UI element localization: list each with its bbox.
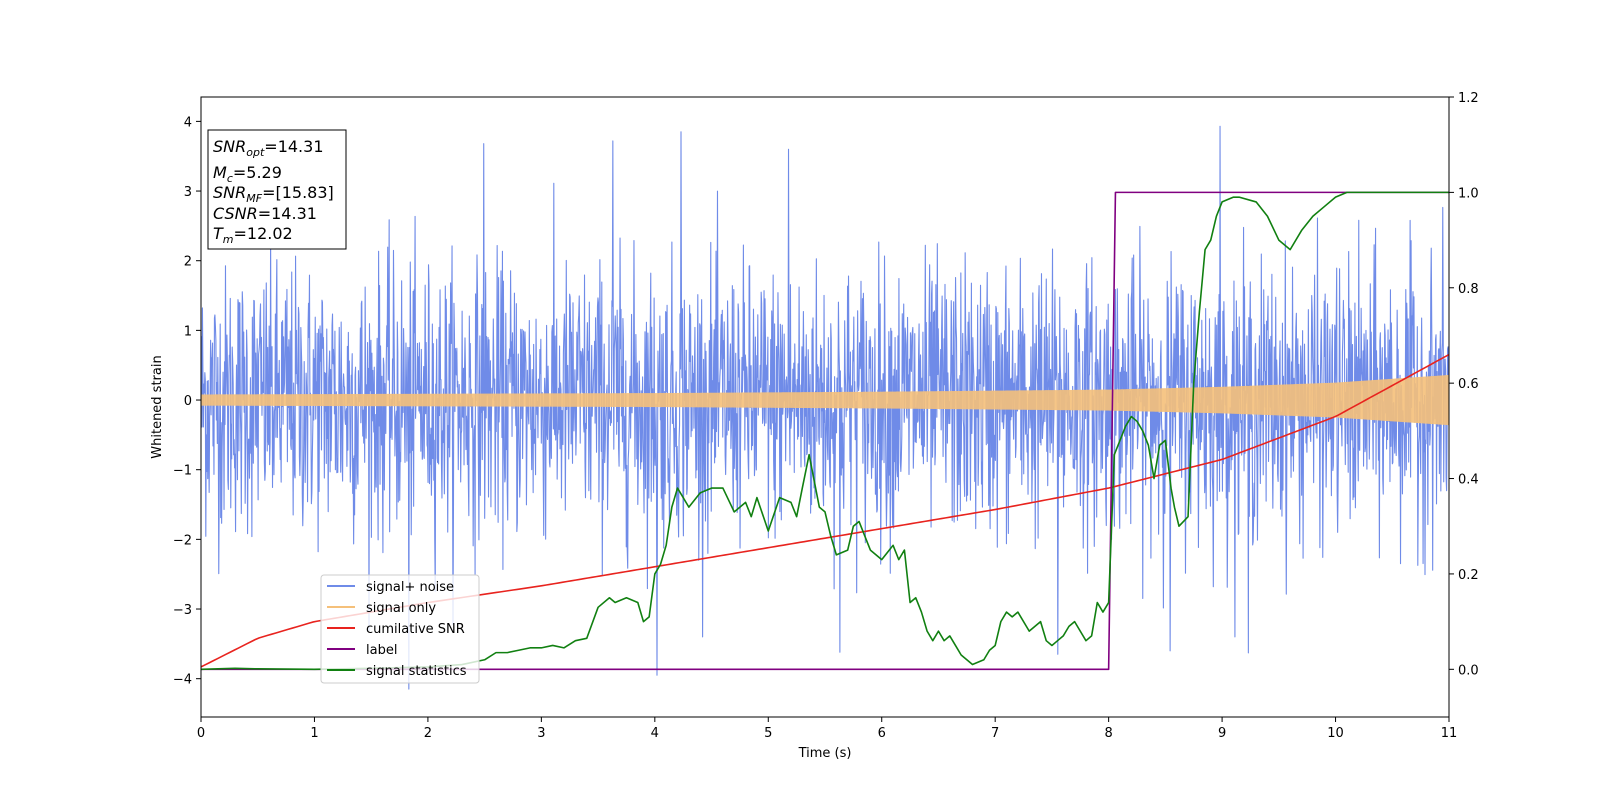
y2-tick-label: 0.0 xyxy=(1458,663,1479,678)
y-tick-label: 0 xyxy=(184,394,192,409)
y-tick-label: −4 xyxy=(173,673,192,688)
legend: signal+ noise signal only cumilative SNR la… xyxy=(320,574,480,684)
y-tick-label: 4 xyxy=(184,115,192,130)
x-tick-label: 0 xyxy=(197,726,205,741)
y-axis-label: Whitened strain xyxy=(150,355,165,458)
annotation-frame xyxy=(207,129,347,250)
series-line-label xyxy=(201,191,1449,671)
y2-tick-label: 0.8 xyxy=(1458,282,1479,297)
annotation-csnr: CSNR=14.31 xyxy=(213,204,317,223)
legend-label: signal only xyxy=(366,601,436,616)
x-tick-label: 1 xyxy=(310,726,318,741)
y2-tick-label: 0.6 xyxy=(1458,377,1479,392)
annotation-snr-opt: SNRopt=14.31 xyxy=(213,137,324,159)
y-tick-label: 1 xyxy=(184,324,192,339)
y2-tick-label: 0.4 xyxy=(1458,473,1479,488)
annotation-tm: Tm=12.02 xyxy=(213,224,293,246)
x-tick-label: 11 xyxy=(1441,726,1458,741)
annotation-mc: Mc=5.29 xyxy=(213,163,282,185)
plot-frame xyxy=(200,96,1450,718)
x-tick-label: 8 xyxy=(1104,726,1112,741)
legend-label: signal+ noise xyxy=(366,580,454,595)
annotation-snr-mf: SNRMF=[15.83] xyxy=(213,183,334,205)
y2-tick-label: 1.2 xyxy=(1458,91,1479,106)
axes-layer: 0 1 2 3 4 5 6 7 8 9 10 11 −4 −3 −2 −1 0 1 2 3 4 0.0 0.2 0.4 0.6 0… xyxy=(173,91,1479,741)
x-tick-label: 7 xyxy=(991,726,999,741)
y-tick-label: −1 xyxy=(173,464,192,479)
x-tick-label: 3 xyxy=(537,726,545,741)
x-tick-label: 5 xyxy=(764,726,772,741)
legend-label: cumilative SNR xyxy=(366,622,465,637)
series-line-signal-only xyxy=(201,374,1449,426)
x-tick-label: 4 xyxy=(651,726,659,741)
y2-tick-label: 0.2 xyxy=(1458,568,1479,583)
y-tick-label: −2 xyxy=(173,533,192,548)
y-tick-label: −3 xyxy=(173,603,192,618)
y-tick-label: 2 xyxy=(184,255,192,270)
x-tick-label: 6 xyxy=(878,726,886,741)
x-tick-label: 9 xyxy=(1218,726,1226,741)
legend-label: signal statistics xyxy=(366,664,467,679)
y2-tick-label: 1.0 xyxy=(1458,186,1479,201)
series-line-signal-statistics xyxy=(201,191,1449,671)
x-tick-label: 10 xyxy=(1327,726,1344,741)
legend-label: label xyxy=(366,643,397,658)
y-tick-label: 3 xyxy=(184,185,192,200)
annotation-box: SNRopt=14.31 Mc=5.29 SNRMF=[15.83] CSNR=… xyxy=(207,129,347,250)
legend-frame xyxy=(320,574,480,684)
x-axis-label: Time (s) xyxy=(798,746,852,761)
x-tick-label: 2 xyxy=(424,726,432,741)
